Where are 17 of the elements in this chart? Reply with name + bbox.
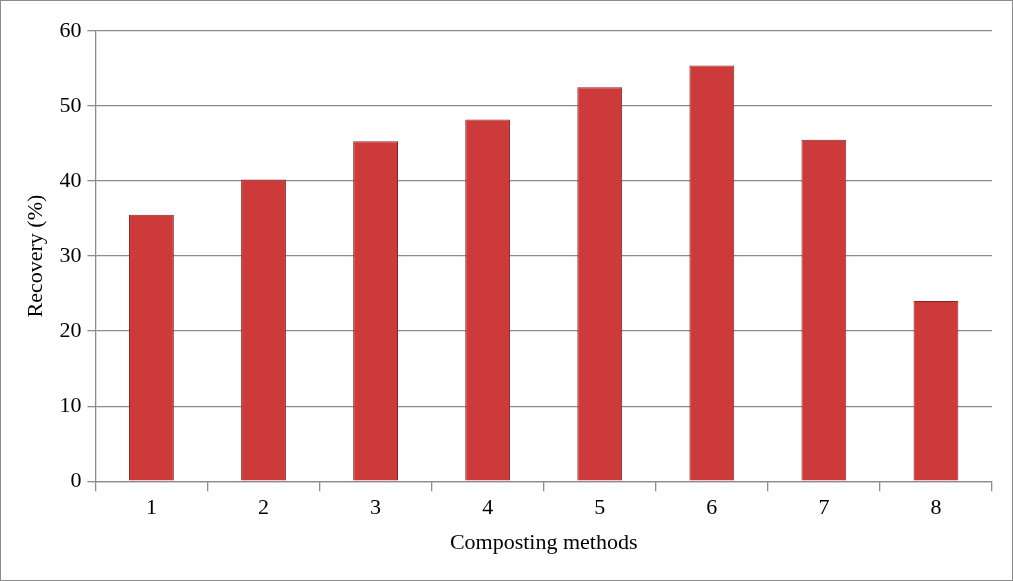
y-tick-label: 10 xyxy=(59,391,82,417)
x-tick-label: 6 xyxy=(706,494,718,520)
y-tick-label: 50 xyxy=(59,91,82,117)
y-axis-title: Recovery (%) xyxy=(21,194,47,318)
x-tick-label: 4 xyxy=(482,494,494,520)
y-tick-label: 30 xyxy=(59,241,82,267)
y-tick-label: 20 xyxy=(59,316,82,342)
x-tick-label: 1 xyxy=(145,494,157,520)
x-axis-title: Composting methods xyxy=(449,528,638,554)
x-tick-label: 8 xyxy=(930,494,942,520)
y-tick-label: 60 xyxy=(59,16,82,42)
x-tick-label: 5 xyxy=(594,494,606,520)
y-tick-label: 0 xyxy=(70,466,82,492)
y-tick-label: 40 xyxy=(59,166,82,192)
x-tick-label: 7 xyxy=(818,494,830,520)
x-tick-label: 2 xyxy=(258,494,270,520)
x-tick-label: 3 xyxy=(370,494,382,520)
